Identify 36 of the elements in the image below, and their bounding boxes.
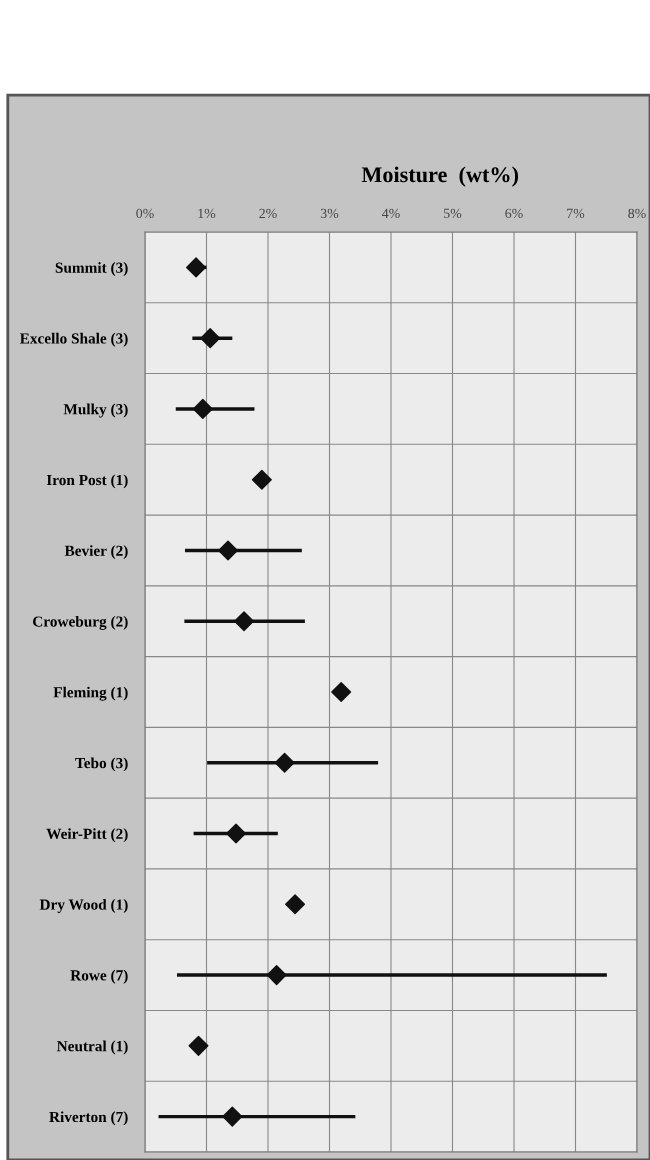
y-tick-label: Mulky (3) — [63, 403, 128, 418]
x-tick-label: 4% — [382, 208, 400, 219]
point — [192, 398, 213, 419]
y-tick-label: Weir-Pitt (2) — [46, 828, 128, 843]
x-tick-label: 2% — [259, 208, 277, 219]
y-tick-label: Dry Wood (1) — [39, 899, 128, 913]
x-tick-label: 7% — [567, 208, 585, 219]
point — [285, 894, 306, 915]
y-tick-label: Croweburg (2) — [33, 615, 128, 630]
x-tick-label: 6% — [505, 208, 523, 219]
y-tick-label: Iron Post (1) — [46, 474, 128, 489]
point — [234, 611, 255, 632]
point — [251, 469, 272, 490]
point — [222, 1106, 243, 1127]
y-tick-label: Summit (3) — [55, 262, 128, 276]
y-tick-label: Bevier (2) — [64, 545, 128, 560]
x-tick-label: 1% — [198, 208, 216, 219]
x-tick-label: 5% — [444, 208, 462, 219]
y-tick-label: Riverton (7) — [49, 1111, 128, 1126]
chart-title: Moisture (wt%) — [361, 166, 519, 187]
point — [188, 1035, 209, 1056]
x-tick-label: 3% — [320, 208, 339, 219]
y-tick-label: Neutral (1) — [56, 1040, 128, 1055]
point — [200, 328, 221, 349]
point — [266, 965, 287, 986]
point — [274, 752, 295, 773]
point — [218, 540, 239, 561]
y-tick-label: Tebo (3) — [75, 757, 128, 772]
x-tick-label: 0% — [136, 208, 154, 219]
y-tick-label: Excello Shale (3) — [19, 332, 128, 347]
y-tick-label: Fleming (1) — [53, 686, 128, 701]
y-tick-label: Rowe (7) — [70, 969, 128, 984]
point — [186, 257, 207, 278]
point — [226, 823, 247, 844]
x-tick-label: 8% — [628, 208, 646, 219]
point — [331, 681, 352, 703]
